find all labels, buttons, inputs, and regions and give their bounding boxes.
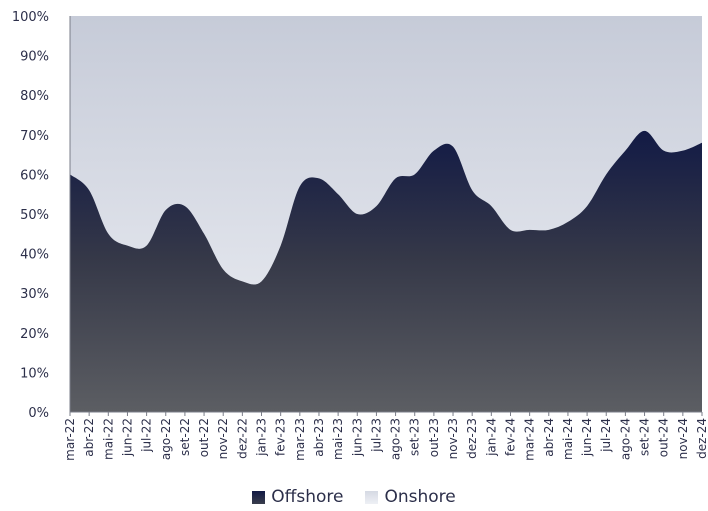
x-tick-label: jun-22	[120, 418, 134, 457]
x-tick-label: nov-23	[446, 418, 460, 459]
x-tick-label: abr-23	[312, 418, 326, 457]
x-tick-label: jan-24	[484, 418, 498, 457]
x-tick-label: dez-22	[235, 418, 249, 459]
offshore-area	[70, 130, 702, 412]
x-tick-label: out-23	[427, 418, 441, 457]
x-tick-label: jun-23	[350, 418, 364, 457]
x-tick-label: abr-22	[82, 418, 96, 457]
legend-label-onshore: Onshore	[384, 487, 456, 507]
y-tick-label: 70%	[20, 129, 49, 144]
x-tick-label: jul-23	[369, 418, 383, 453]
x-tick-label: mar-22	[63, 418, 77, 461]
x-tick-label: mar-24	[523, 418, 537, 461]
y-tick-label: 60%	[20, 168, 49, 183]
x-tick-label: jul-24	[599, 418, 613, 453]
x-tick-label: mai-24	[561, 418, 575, 460]
y-tick-label: 0%	[28, 406, 49, 421]
x-tick-label: abr-24	[542, 418, 556, 457]
x-tick-label: set-22	[178, 418, 192, 456]
legend-swatch-onshore	[365, 490, 379, 504]
x-tick-label: dez-24	[695, 418, 708, 459]
y-tick-label: 30%	[20, 287, 49, 302]
x-tick-label: set-23	[408, 418, 422, 456]
x-tick-label: nov-22	[216, 418, 230, 459]
x-tick-label: ago-23	[389, 418, 403, 460]
x-tick-label: dez-23	[465, 418, 479, 459]
legend-swatch-offshore	[252, 490, 266, 504]
legend: Offshore Onshore	[0, 487, 708, 507]
x-tick-label: set-24	[638, 418, 652, 456]
x-tick-label: nov-24	[676, 418, 690, 459]
x-tick-label: jun-24	[580, 418, 594, 457]
y-tick-label: 90%	[20, 50, 49, 65]
x-tick-label: ago-22	[159, 418, 173, 460]
x-tick-label: mai-22	[101, 418, 115, 460]
y-tick-label: 20%	[20, 327, 49, 342]
y-tick-label: 80%	[20, 89, 49, 104]
x-tick-label: out-24	[657, 418, 671, 457]
x-tick-label: ago-24	[618, 418, 632, 460]
x-tick-label: out-22	[197, 418, 211, 457]
x-tick-label: jan-23	[255, 418, 269, 457]
legend-item-onshore: Onshore	[365, 487, 456, 507]
y-tick-label: 40%	[20, 248, 49, 263]
x-tick-label: mai-23	[331, 418, 345, 460]
x-tick-label: fev-24	[503, 418, 517, 456]
x-tick-label: jul-22	[140, 418, 154, 453]
legend-item-offshore: Offshore	[252, 487, 343, 507]
y-tick-label: 100%	[12, 10, 49, 25]
x-tick-label: mar-23	[293, 418, 307, 461]
y-tick-label: 50%	[20, 208, 49, 223]
legend-label-offshore: Offshore	[271, 487, 344, 507]
x-tick-label: fev-23	[274, 418, 288, 456]
y-tick-label: 10%	[20, 366, 49, 381]
